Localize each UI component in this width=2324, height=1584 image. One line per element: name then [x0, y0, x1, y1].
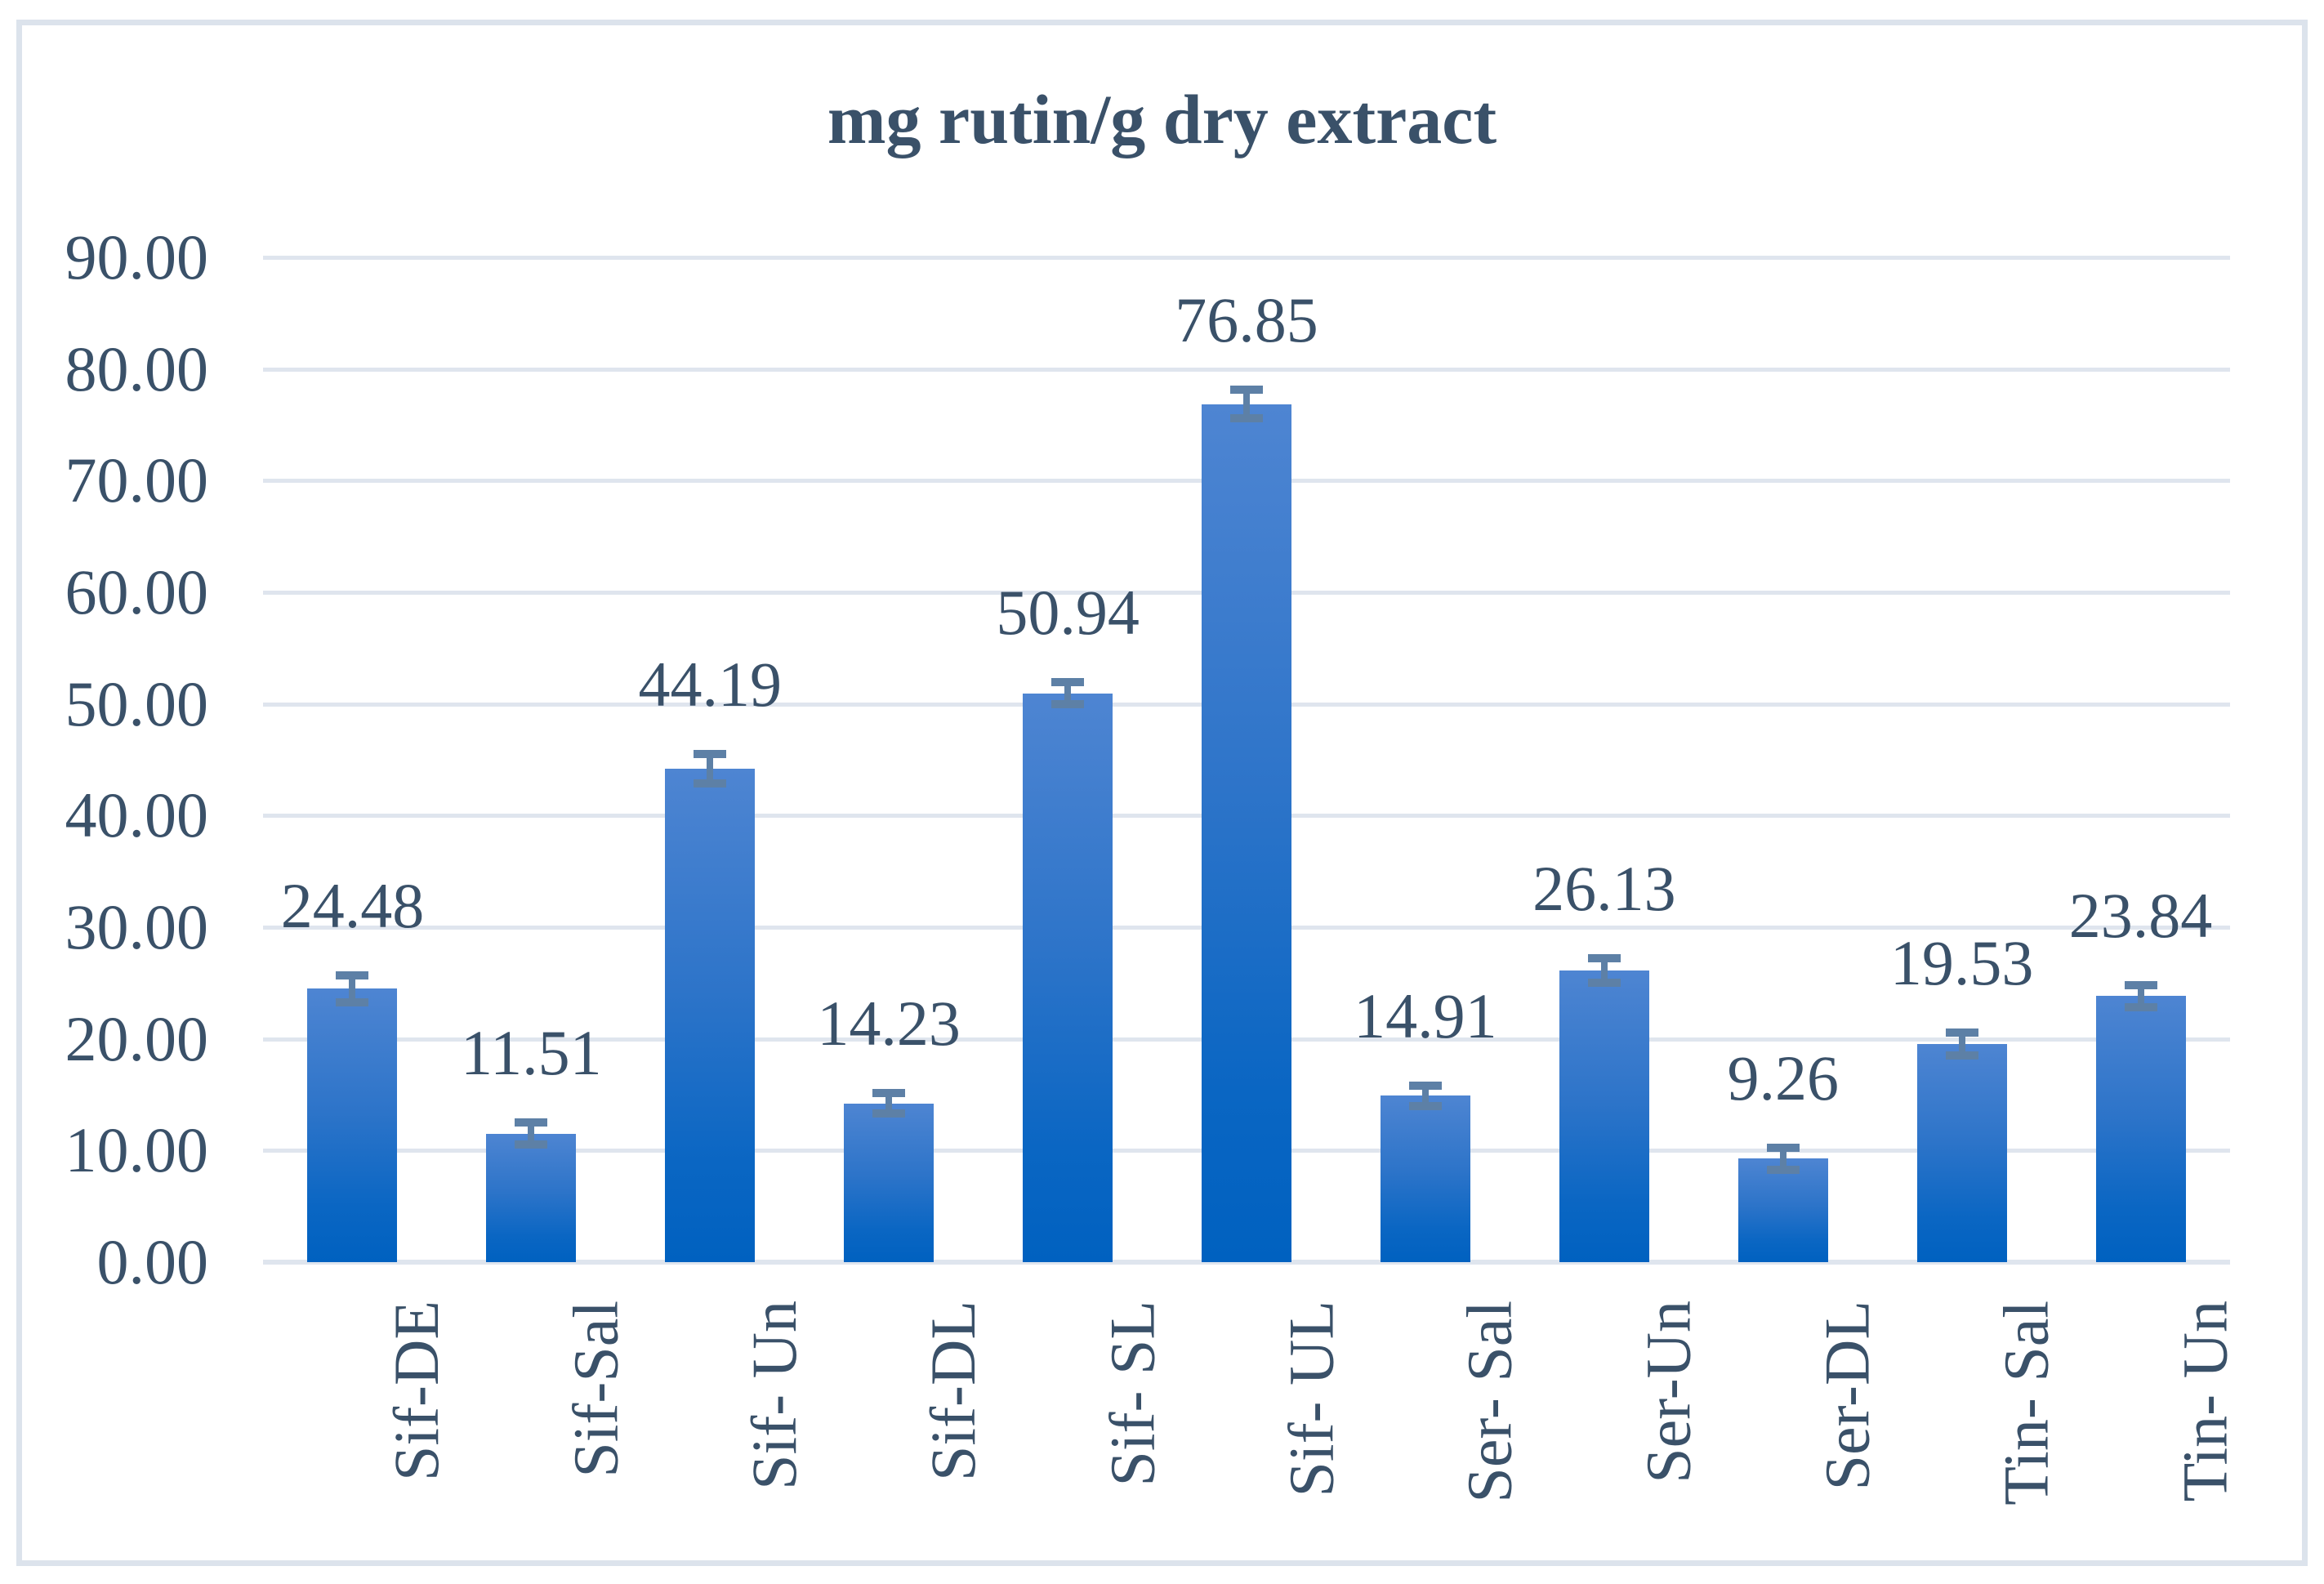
category-label: Sif- Un — [738, 1301, 810, 1490]
error-bar-cap-bottom — [336, 997, 369, 1006]
category-label: Tin- Sal — [1990, 1301, 2062, 1506]
chart-title: mg rutin/g dry extract — [827, 80, 1497, 158]
bar — [844, 1103, 935, 1262]
error-bar-cap-top — [1230, 385, 1263, 394]
value-label: 14.91 — [1354, 979, 1497, 1051]
value-label: 19.53 — [1889, 927, 2034, 999]
y-axis-tick-label: 50.00 — [65, 667, 209, 739]
y-axis-tick-label: 70.00 — [65, 444, 209, 516]
error-bar-cap-bottom — [1945, 1051, 1978, 1060]
error-bar-cap-bottom — [1051, 700, 1085, 709]
error-bar — [885, 1093, 893, 1113]
value-label: 23.84 — [2068, 879, 2213, 951]
y-axis-tick-label: 0.00 — [96, 1226, 209, 1297]
error-bar — [1064, 682, 1072, 705]
error-bar-cap-top — [1408, 1081, 1442, 1090]
error-bar-cap-top — [694, 750, 727, 759]
y-axis-tick-label: 90.00 — [65, 221, 209, 292]
error-bar-cap-bottom — [1766, 1166, 1800, 1175]
category-label: Ser- Sal — [1453, 1301, 1525, 1503]
bar — [1380, 1095, 1470, 1262]
gridline — [263, 1260, 2230, 1265]
y-axis-tick-label: 60.00 — [65, 556, 209, 627]
error-bar-cap-bottom — [694, 779, 727, 788]
error-bar-cap-top — [1766, 1143, 1800, 1152]
value-label: 50.94 — [996, 577, 1140, 649]
error-bar-cap-top — [2124, 980, 2157, 989]
error-bar-cap-top — [1587, 953, 1621, 962]
error-bar — [1779, 1147, 1786, 1171]
error-bar-cap-bottom — [1408, 1101, 1442, 1110]
gridline — [263, 255, 2230, 260]
error-bar-cap-top — [336, 971, 369, 980]
error-bar-cap-bottom — [1587, 978, 1621, 987]
value-label: 24.48 — [280, 870, 425, 942]
bar — [1023, 693, 1113, 1262]
error-bar-cap-bottom — [872, 1109, 906, 1118]
category-label: Ser-DL — [1811, 1301, 1883, 1491]
value-label: 26.13 — [1532, 852, 1676, 924]
bar — [307, 988, 398, 1262]
error-bar-cap-top — [872, 1089, 906, 1098]
bar — [2095, 996, 2186, 1262]
chart-frame — [16, 20, 2308, 1566]
value-label: 76.85 — [1175, 283, 1318, 355]
bar — [1737, 1158, 1828, 1262]
bar — [1916, 1044, 2007, 1262]
error-bar-cap-top — [1051, 678, 1085, 687]
error-bar-cap-bottom — [1230, 414, 1263, 423]
value-label: 11.51 — [461, 1017, 602, 1089]
error-bar-cap-top — [1945, 1028, 1978, 1037]
error-bar — [707, 754, 714, 783]
error-bar — [1243, 389, 1250, 419]
error-bar — [1600, 957, 1608, 983]
error-bar — [1421, 1085, 1429, 1106]
error-bar — [2137, 984, 2144, 1007]
category-label: Tin- Un — [2169, 1301, 2241, 1502]
category-label: Sif-DL — [917, 1301, 989, 1481]
y-axis-tick-label: 20.00 — [65, 1002, 209, 1074]
category-label: Sif-DE — [381, 1301, 453, 1481]
y-axis-tick-label: 80.00 — [65, 332, 209, 404]
bar — [486, 1133, 577, 1262]
error-bar-cap-top — [515, 1118, 548, 1127]
category-label: Sif-Sal — [560, 1301, 631, 1478]
bar — [1559, 970, 1649, 1262]
value-label: 14.23 — [817, 988, 961, 1060]
error-bar — [528, 1122, 535, 1145]
value-label: 44.19 — [638, 649, 783, 721]
bar — [1202, 404, 1291, 1262]
value-label: 9.26 — [1727, 1042, 1839, 1113]
error-bar — [349, 975, 356, 1002]
y-axis-tick-label: 30.00 — [65, 890, 209, 962]
bar — [665, 769, 756, 1262]
error-bar-cap-bottom — [2124, 1002, 2157, 1011]
category-label: Sif- SL — [1096, 1301, 1168, 1487]
error-bar-cap-bottom — [515, 1140, 548, 1149]
y-axis-tick-label: 40.00 — [65, 779, 209, 851]
category-label: Ser-Un — [1632, 1301, 1704, 1484]
error-bar — [1958, 1033, 1965, 1055]
y-axis-tick-label: 10.00 — [65, 1114, 209, 1186]
category-label: Sif- UL — [1275, 1301, 1346, 1497]
gridline — [263, 367, 2230, 372]
